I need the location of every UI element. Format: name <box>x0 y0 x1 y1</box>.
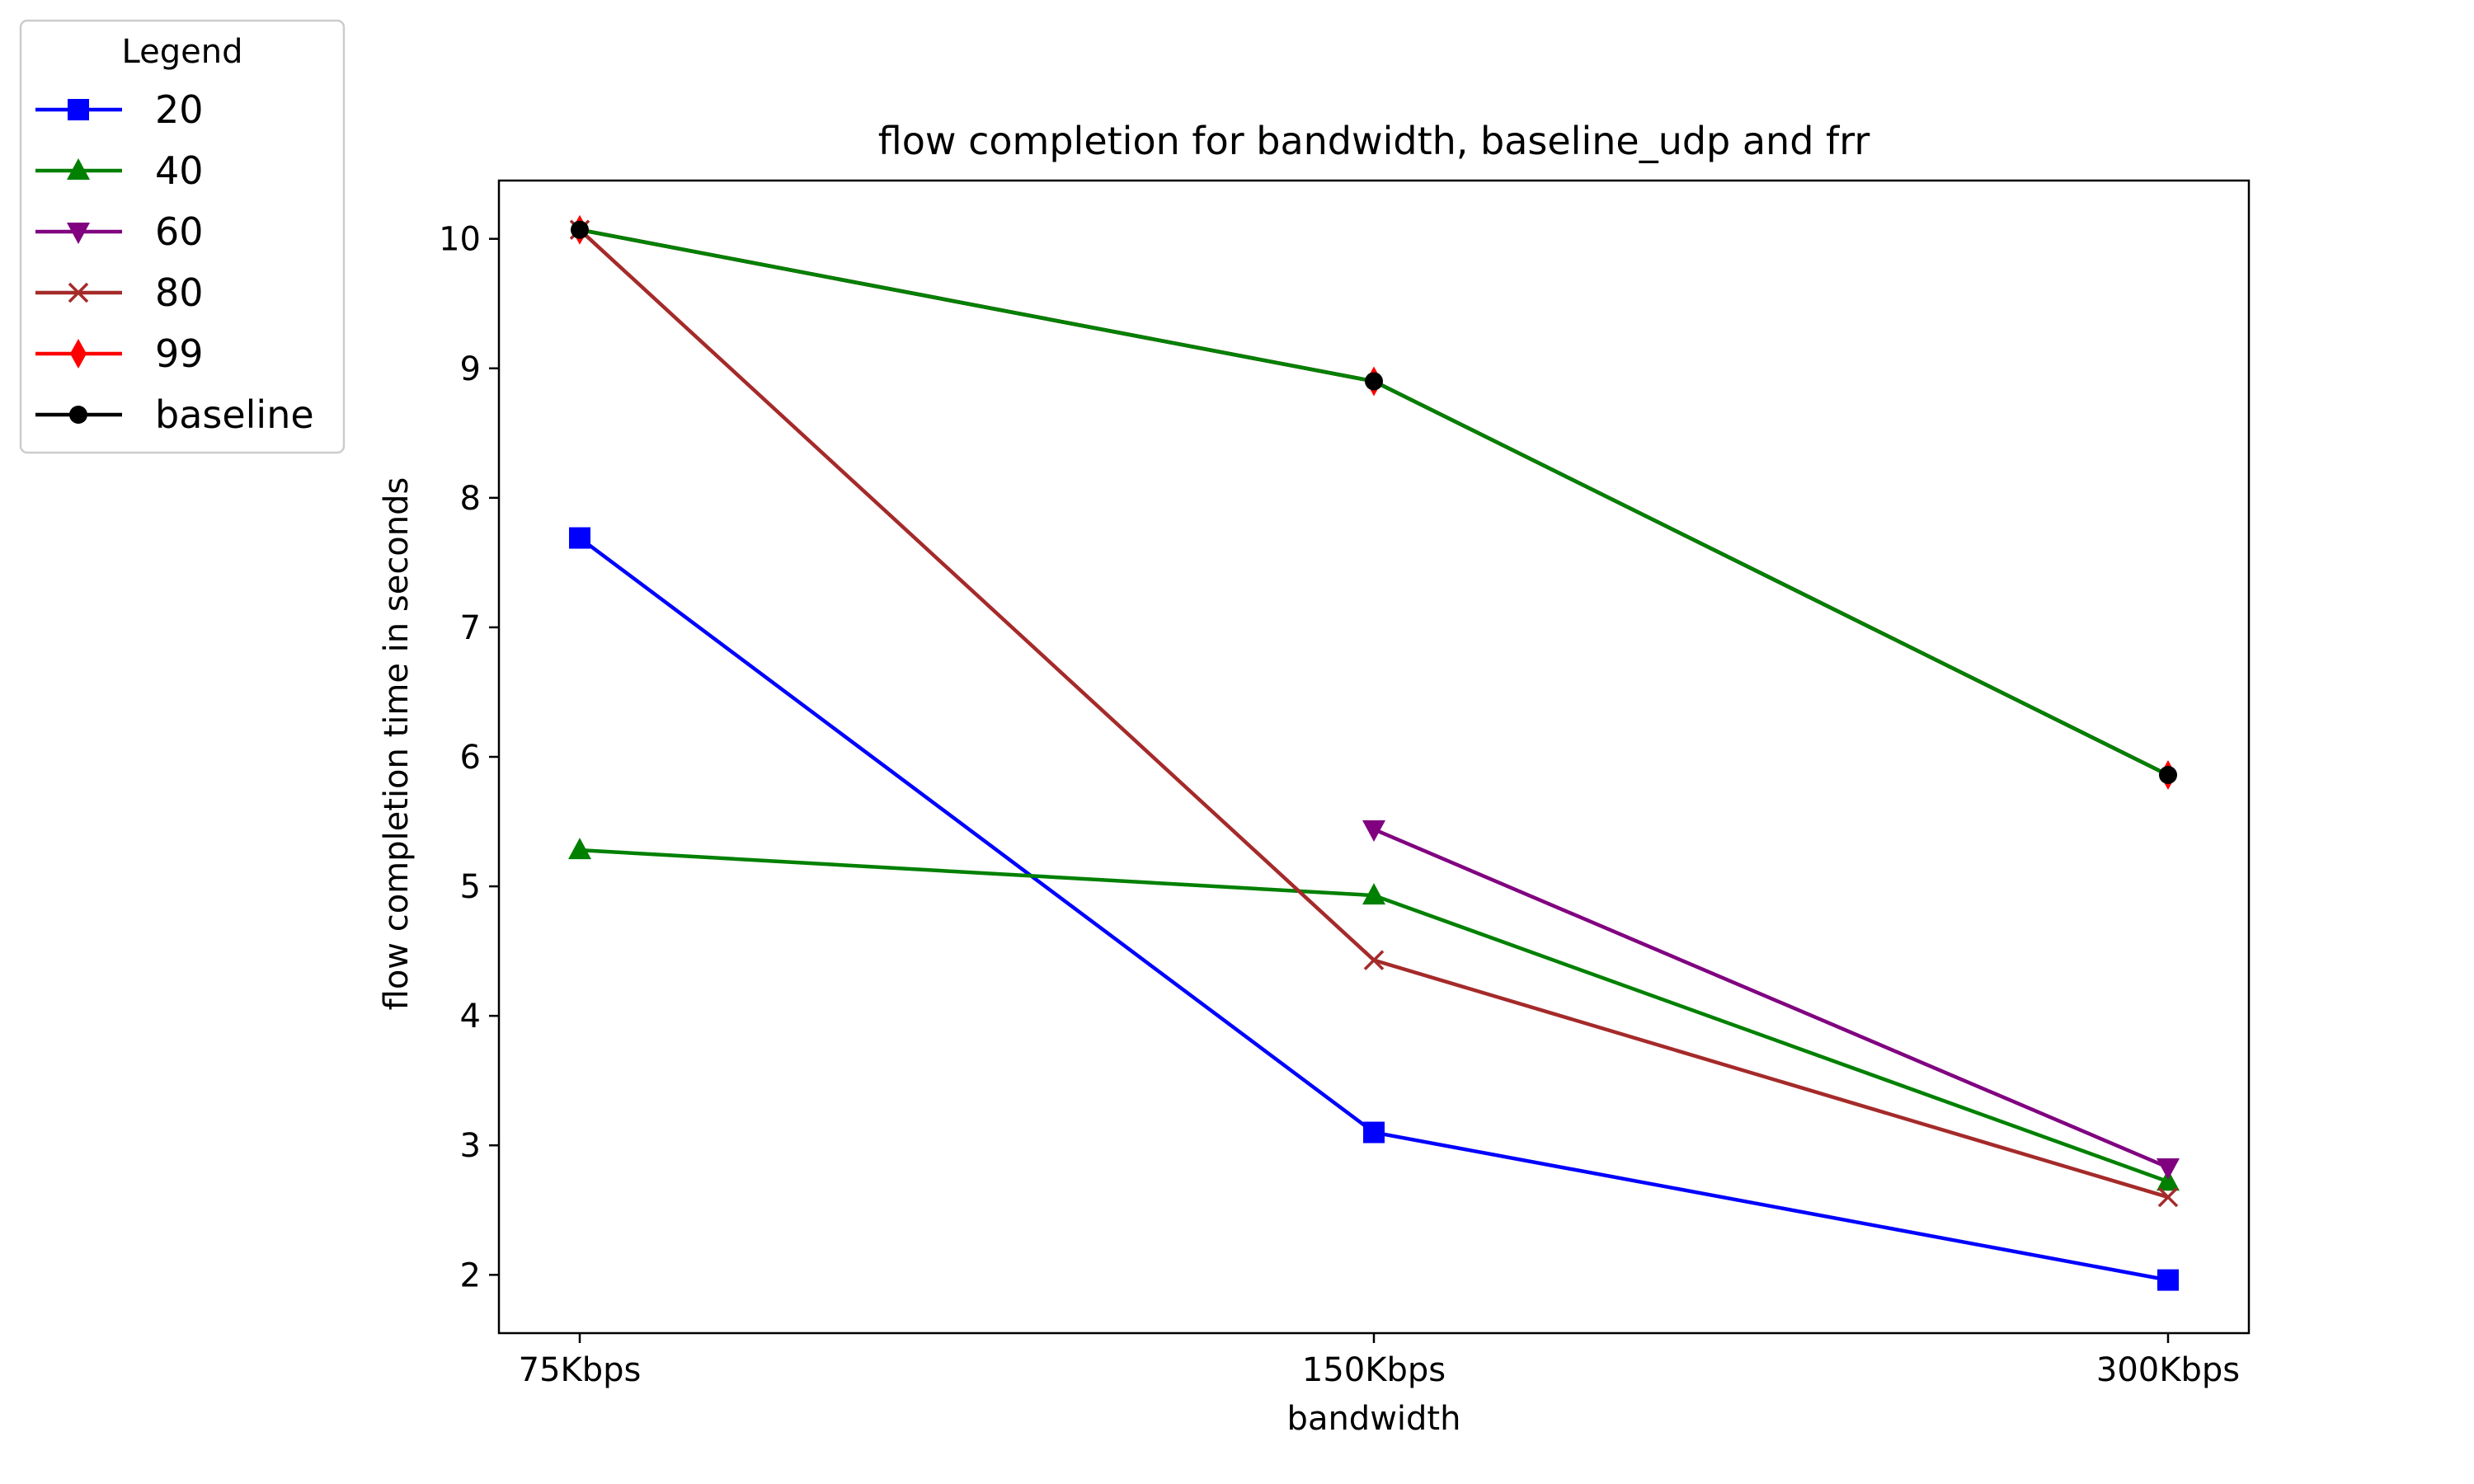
data-point-60-150kbps <box>1362 819 1385 842</box>
y-tick-label: 4 <box>460 998 481 1036</box>
legend-label-40: 40 <box>155 148 204 193</box>
y-axis-label: flow completion time in seconds <box>378 477 416 1011</box>
legend: Legend 20 40 60 80 99 baseline <box>19 19 346 454</box>
legend-marker-baseline <box>69 406 87 424</box>
chart-title: flow completion for bandwidth, baseline_… <box>878 119 1870 163</box>
legend-label-80: 80 <box>155 270 204 315</box>
axes: 2 3 4 5 6 7 8 9 10 75Kbps 150Kbps 300Kbps <box>439 221 2240 1389</box>
data-point-40-150kbps <box>1362 883 1385 905</box>
y-tick-label: 2 <box>460 1256 481 1294</box>
data-point-20-150kbps <box>1363 1121 1385 1144</box>
x-axis-label: bandwidth <box>1287 1400 1461 1438</box>
data-point-60-300kbps <box>2157 1158 2180 1180</box>
legend-title: Legend <box>122 33 243 71</box>
data-point-80-150kbps <box>1363 950 1385 970</box>
legend-label-20: 20 <box>155 87 204 132</box>
legend-marker-80 <box>68 282 89 303</box>
x-tick-label: 150Kbps <box>1302 1351 1446 1389</box>
legend-marker-40 <box>67 158 90 180</box>
data-point-40-300kbps <box>2157 1169 2180 1191</box>
legend-frame <box>19 19 346 454</box>
y-tick-label: 10 <box>439 221 481 259</box>
legend-marker-20 <box>68 99 89 120</box>
legend-marker-60 <box>67 223 90 244</box>
data-point-20-300kbps <box>2157 1269 2179 1291</box>
data-point-baseline-300kbps <box>2159 765 2177 784</box>
data-point-baseline-150kbps <box>1365 372 1383 391</box>
legend-items: 20 40 60 80 99 baseline <box>35 87 314 437</box>
data-point-20-75kbps <box>569 527 590 549</box>
y-tick-label: 9 <box>460 350 481 388</box>
series-line-60 <box>1371 827 2171 1170</box>
legend-label-baseline: baseline <box>155 392 314 437</box>
plot-area <box>568 214 2180 1291</box>
data-point-80-300kbps <box>2157 1186 2179 1208</box>
y-tick-label: 6 <box>460 739 481 777</box>
y-tick-label: 5 <box>460 868 481 906</box>
legend-label-60: 60 <box>155 209 204 254</box>
legend-marker-99 <box>70 339 87 369</box>
data-point-baseline-75kbps <box>571 220 589 239</box>
x-tick-label: 300Kbps <box>2096 1351 2240 1389</box>
data-point-40-75kbps <box>568 838 591 860</box>
y-tick-label: 8 <box>460 480 481 518</box>
legend-label-99: 99 <box>155 331 204 376</box>
y-tick-label: 3 <box>460 1127 481 1165</box>
x-tick-label: 75Kbps <box>519 1351 642 1389</box>
y-tick-label: 7 <box>460 609 481 647</box>
